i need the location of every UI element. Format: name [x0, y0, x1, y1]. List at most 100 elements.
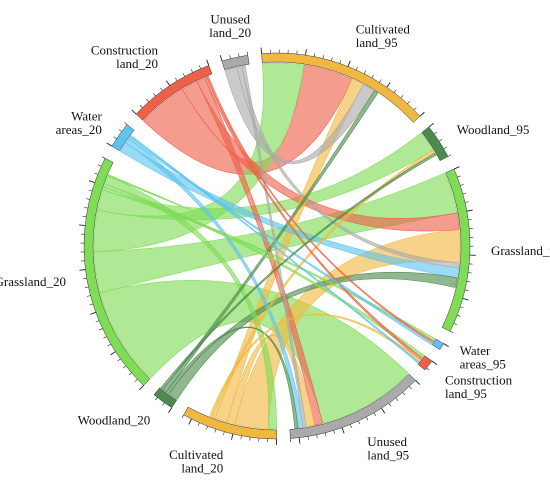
tick-wood20 [168, 408, 171, 413]
tick-grass20 [110, 352, 115, 355]
tick-unused95 [366, 417, 368, 420]
tick-water20 [119, 129, 122, 131]
tick-cult95 [401, 95, 403, 98]
tick-cons20 [207, 60, 209, 66]
tick-cons20 [146, 99, 148, 102]
tick-wood20 [155, 397, 157, 400]
tick-cons20 [191, 69, 193, 72]
tick-cult20 [223, 432, 224, 435]
tick-cult20 [206, 426, 207, 429]
tick-unused95 [350, 425, 351, 428]
tick-wood20 [162, 403, 164, 406]
tick-grass20 [99, 329, 102, 331]
tick-cons20 [175, 78, 177, 81]
tick-cult20 [189, 419, 192, 424]
tick-unused20 [238, 53, 239, 56]
tick-cult95 [407, 101, 409, 104]
tick-grass20 [90, 312, 96, 314]
label-grass20: Grassland_20 [0, 274, 66, 289]
tick-cult95 [323, 55, 324, 58]
tick-unused95 [389, 403, 391, 406]
tick-wood95 [448, 155, 451, 157]
tick-grass20 [83, 278, 86, 279]
tick-cult95 [372, 75, 374, 78]
tick-cons20 [153, 93, 155, 96]
tick-unused95 [299, 438, 300, 444]
label-grass95: Grassland_95 [491, 243, 550, 258]
tick-grass95 [465, 202, 468, 203]
label-wood20: Woodland_20 [78, 412, 151, 427]
tick-cult20 [215, 429, 216, 432]
tick-cult20 [198, 423, 199, 426]
tick-wood95 [434, 132, 437, 134]
tick-unused20 [220, 55, 222, 61]
tick-unused95 [403, 392, 405, 395]
tick-grass95 [450, 331, 453, 333]
tick-grass20 [86, 199, 89, 200]
tick-grass20 [90, 304, 93, 305]
tick-grass95 [467, 210, 473, 211]
tick-cons20 [183, 73, 185, 76]
tick-grass20 [118, 359, 121, 361]
tick-cult95 [348, 61, 350, 67]
tick-grass20 [129, 373, 132, 375]
tick-cult95 [379, 79, 381, 82]
tick-unused95 [396, 398, 398, 401]
tick-cons20 [160, 88, 162, 91]
tick-grass20 [87, 296, 90, 297]
tick-cult95 [420, 112, 424, 116]
tick-wood95 [429, 123, 434, 127]
tick-cons20 [140, 105, 142, 108]
tick-wood95 [444, 147, 447, 149]
tick-cult95 [387, 82, 390, 87]
tick-unused95 [317, 435, 318, 438]
tick-unused95 [374, 413, 376, 416]
tick-cons95 [427, 368, 430, 370]
tick-grass95 [454, 323, 457, 324]
tick-grass95 [460, 184, 463, 185]
tick-unused95 [334, 430, 335, 433]
tick-water20 [124, 122, 127, 124]
tick-unused95 [325, 433, 326, 436]
tick-cult95 [414, 107, 416, 109]
tick-grass95 [454, 167, 460, 169]
tick-grass20 [108, 344, 111, 346]
tick-unused20 [247, 52, 248, 55]
tick-cult95 [356, 67, 357, 70]
tick-grass20 [98, 165, 101, 166]
tick-grass95 [463, 193, 466, 194]
tick-cult95 [394, 90, 396, 93]
tick-grass95 [460, 307, 463, 308]
tick-wood95 [439, 139, 442, 141]
tick-unused95 [342, 428, 344, 434]
tick-grass20 [79, 270, 85, 271]
tick-grass95 [463, 298, 469, 300]
tick-unused20 [230, 55, 231, 58]
tick-unused95 [409, 387, 411, 390]
tick-grass95 [467, 281, 470, 282]
tick-grass95 [457, 176, 460, 177]
tick-cult95 [331, 57, 332, 60]
tick-grass20 [123, 366, 126, 368]
tick-water95 [444, 344, 449, 347]
tick-cons20 [166, 81, 169, 86]
tick-cons95 [432, 361, 437, 365]
tick-cult20 [182, 415, 184, 418]
tick-cult95 [364, 71, 366, 74]
tick-grass20 [89, 181, 95, 183]
tick-grass20 [135, 379, 138, 381]
ribbons-layer [94, 63, 460, 429]
tick-grass20 [85, 287, 88, 288]
label-wood95: Woodland_95 [457, 122, 530, 137]
tick-grass20 [96, 321, 99, 322]
tick-grass20 [79, 225, 85, 226]
tick-grass20 [83, 216, 86, 217]
